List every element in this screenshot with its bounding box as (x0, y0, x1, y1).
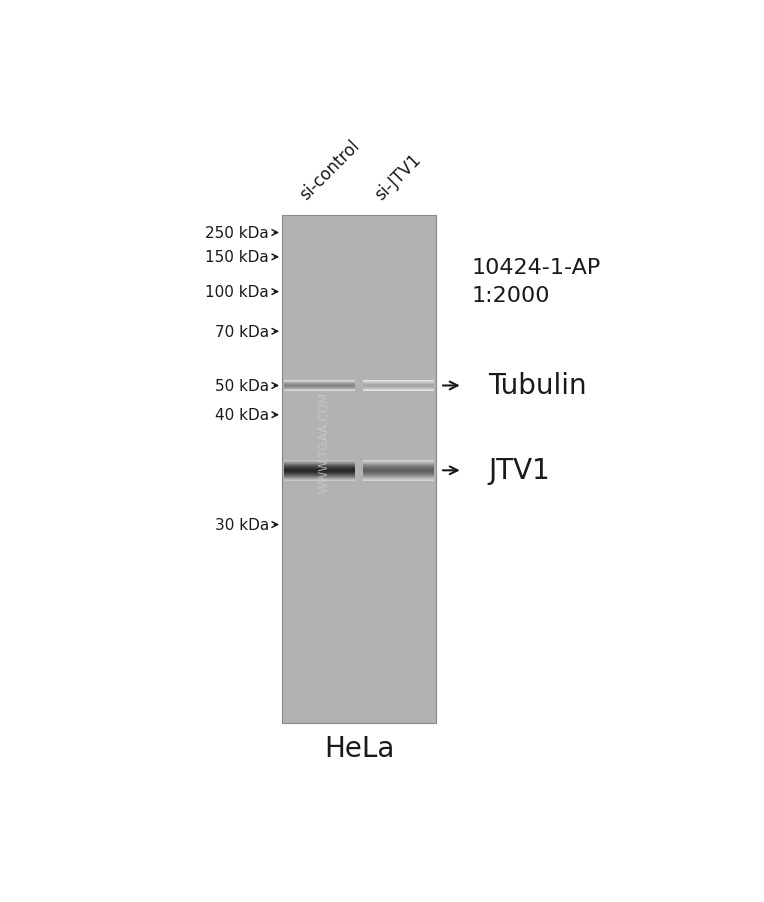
Text: si-control: si-control (296, 137, 363, 204)
Text: 40 kDa: 40 kDa (215, 408, 269, 423)
Text: WWW.TGAA.COM: WWW.TGAA.COM (318, 391, 331, 492)
Text: 1:2000: 1:2000 (471, 286, 550, 306)
Bar (282, 216, 436, 723)
Text: si-JTV1: si-JTV1 (371, 151, 424, 204)
Text: 70 kDa: 70 kDa (215, 325, 269, 339)
Text: Tubulin: Tubulin (488, 372, 587, 400)
Text: JTV1: JTV1 (488, 456, 550, 484)
Text: 250 kDa: 250 kDa (206, 226, 269, 241)
Text: 150 kDa: 150 kDa (206, 250, 269, 265)
Text: 10424-1-AP: 10424-1-AP (471, 258, 601, 278)
Text: 50 kDa: 50 kDa (215, 379, 269, 393)
Text: 30 kDa: 30 kDa (215, 518, 269, 532)
Text: HeLa: HeLa (324, 734, 394, 762)
Text: 100 kDa: 100 kDa (206, 285, 269, 299)
